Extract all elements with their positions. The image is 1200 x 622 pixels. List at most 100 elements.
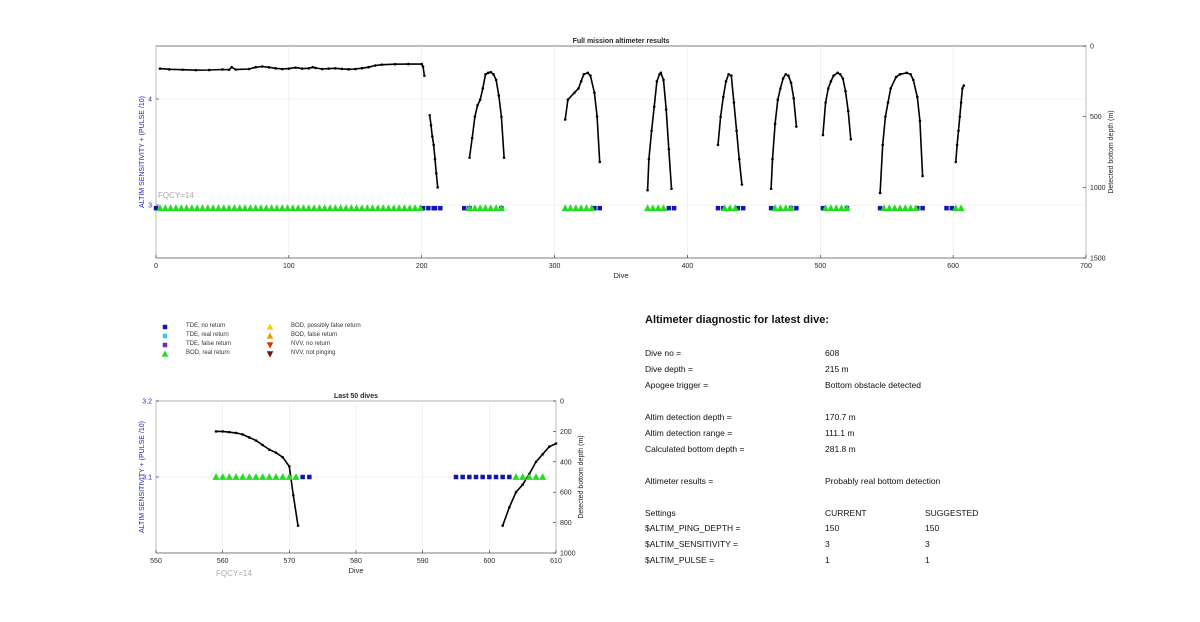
depth-point: [393, 62, 397, 66]
altimeter-results-label: Altimeter results =: [645, 476, 714, 486]
depth-point: [221, 430, 224, 433]
x-axis-label: Dive: [613, 271, 628, 280]
bod-marker: [232, 473, 240, 480]
bod-marker: [353, 204, 361, 212]
depth-point: [838, 72, 842, 76]
bod-marker: [487, 204, 495, 212]
legend-entry: NVV, no return: [291, 341, 331, 347]
depth-point: [954, 160, 958, 164]
bod-marker: [832, 204, 840, 212]
bod-marker: [198, 204, 207, 212]
tde-marker: [500, 474, 505, 480]
current-header: CURRENT: [825, 508, 867, 518]
depth-point: [889, 87, 892, 90]
bod-marker: [659, 204, 668, 212]
bod-marker: [588, 204, 596, 212]
x-tick-label: 300: [549, 263, 561, 270]
bod-marker: [837, 204, 846, 212]
bod-marker: [337, 204, 345, 212]
bod-marker: [561, 204, 569, 212]
depth-point: [267, 66, 271, 69]
depth-point: [911, 78, 915, 82]
bod-marker: [262, 204, 270, 212]
depth-point: [829, 80, 833, 83]
altimeter-results-value: Probably real bottom detection: [825, 476, 941, 486]
dive-no-value: 608: [825, 348, 840, 358]
legend-marker: [162, 324, 168, 330]
x-tick-label: 700: [1080, 263, 1092, 270]
tde-marker: [715, 205, 721, 211]
tde-marker: [597, 205, 602, 211]
bod-marker: [572, 204, 580, 212]
bod-marker: [272, 473, 280, 480]
tde-marker: [768, 205, 774, 211]
bod-marker: [782, 204, 790, 212]
bod-marker: [471, 204, 479, 212]
bod-marker: [497, 204, 506, 212]
depth-point: [230, 65, 234, 69]
bod-marker: [525, 473, 533, 480]
bod-marker: [252, 473, 260, 480]
depth-point: [521, 483, 524, 486]
depth-point: [500, 115, 503, 118]
depth-point: [214, 430, 218, 433]
bod-marker: [577, 204, 585, 212]
tde-marker: [507, 474, 512, 480]
depth-point: [347, 68, 350, 71]
depth-point: [420, 62, 424, 66]
depth-point: [534, 460, 538, 464]
x-tick-label: 600: [947, 263, 959, 270]
depth-point: [158, 67, 162, 70]
x-tick-label: 500: [814, 263, 826, 270]
y-right-tick-label: 200: [560, 429, 572, 436]
depth-point: [719, 115, 722, 118]
bod-marker: [326, 204, 334, 212]
bod-marker: [230, 204, 238, 212]
tde-marker: [432, 205, 438, 211]
depth-point: [514, 490, 518, 494]
depth-point: [221, 68, 224, 71]
depth-point: [844, 89, 847, 93]
depth-point: [962, 84, 966, 87]
depth-point: [194, 68, 198, 72]
bod-marker: [896, 204, 904, 212]
bod-marker: [259, 473, 267, 480]
y-right-tick-label: 800: [560, 520, 572, 527]
bod-marker: [654, 204, 662, 212]
depth-point: [288, 465, 291, 468]
depth-point: [646, 188, 649, 192]
setting-name: $ALTIM_PULSE =: [645, 555, 715, 565]
depth-point: [792, 96, 796, 100]
depth-point: [494, 78, 498, 82]
tde-marker: [493, 474, 499, 480]
legend-marker: [266, 323, 274, 330]
depth-point: [789, 81, 793, 85]
depth-point: [727, 72, 730, 76]
depth-point: [234, 68, 238, 71]
depth-point: [886, 101, 890, 104]
depth-point: [724, 80, 728, 83]
tde-marker: [480, 474, 485, 480]
suggested-header: SUGGESTED: [925, 508, 979, 518]
bod-marker: [827, 204, 835, 212]
depth-point: [353, 67, 357, 71]
depth-point: [563, 118, 567, 121]
setting-suggested: 1: [925, 555, 930, 565]
tde-marker: [735, 205, 741, 211]
depth-point: [260, 65, 264, 68]
depth-point: [655, 80, 659, 83]
x-tick-label: 0: [154, 263, 158, 270]
bod-marker: [363, 204, 371, 212]
detection-range-label: Altim detection range =: [645, 428, 733, 438]
depth-point: [740, 183, 744, 186]
bod-marker: [292, 473, 300, 480]
legend-marker: [266, 351, 274, 358]
y-left-tick-label: 3: [148, 203, 152, 210]
plot-area: [155, 45, 1087, 259]
depth-point: [667, 147, 671, 151]
bod-marker: [236, 204, 244, 212]
depth-point: [909, 72, 912, 76]
depth-point: [573, 91, 576, 94]
bod-marker: [880, 204, 888, 212]
